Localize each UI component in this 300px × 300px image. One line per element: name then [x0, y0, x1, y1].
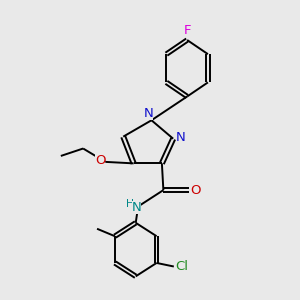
Text: Cl: Cl [176, 260, 189, 273]
Text: F: F [183, 24, 191, 37]
Text: N: N [144, 107, 153, 120]
Text: H: H [126, 199, 134, 209]
Text: O: O [190, 184, 200, 196]
Text: O: O [95, 154, 105, 167]
Text: N: N [132, 201, 142, 214]
Text: N: N [176, 131, 185, 144]
